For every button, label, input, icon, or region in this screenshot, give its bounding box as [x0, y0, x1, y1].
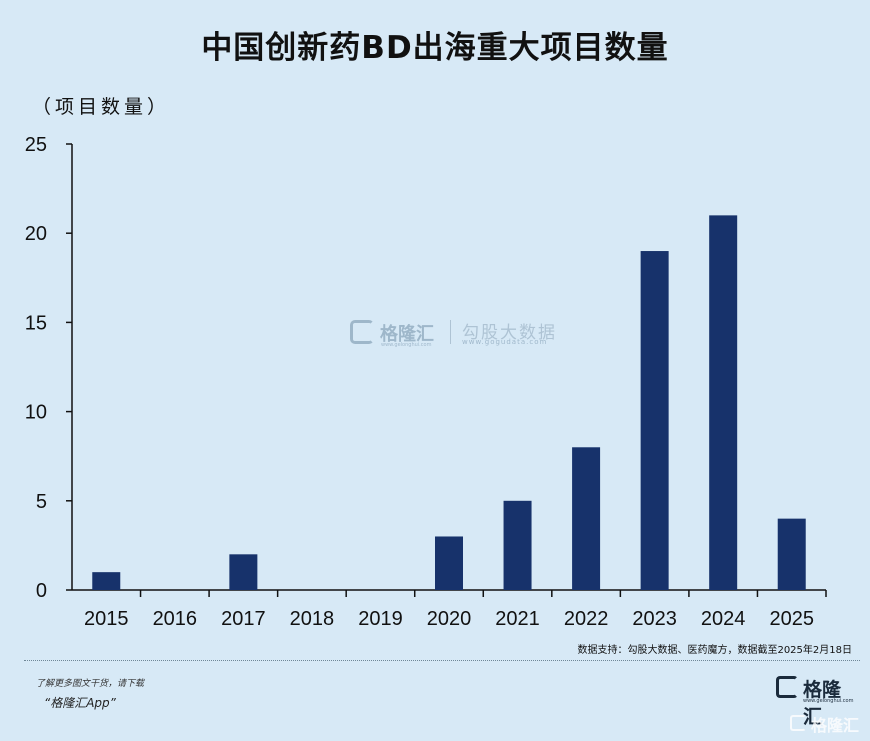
x-tick-label-2018: 2018 — [290, 608, 335, 630]
watermark-url: www.gelonghui.com — [381, 342, 432, 348]
x-tick-label-2019: 2019 — [358, 608, 403, 630]
x-tick-label-2025: 2025 — [769, 608, 814, 630]
bar-2021 — [503, 500, 532, 590]
bar-2017 — [229, 554, 258, 590]
footer-divider — [24, 660, 860, 661]
watermark-separator — [450, 320, 451, 344]
bar-2024 — [709, 215, 738, 591]
watermark-name: 格隆汇 — [380, 324, 434, 345]
y-tick-label: 15 — [25, 312, 47, 334]
y-tick-label: 5 — [36, 491, 47, 513]
bar-2022 — [572, 447, 601, 590]
x-tick-label-2024: 2024 — [701, 608, 746, 630]
x-tick-label-2015: 2015 — [84, 608, 129, 630]
bar-2015 — [92, 572, 121, 590]
bar-2025 — [777, 518, 806, 590]
x-tick-label-2022: 2022 — [564, 608, 609, 630]
watermark-name-2: 勾股大数据 — [462, 323, 557, 343]
brand-logo: 格隆汇 www.gelonghui.com — [776, 676, 856, 728]
y-tick-label: 10 — [25, 402, 47, 424]
y-tick-label: 20 — [25, 223, 47, 245]
y-tick-label: 0 — [36, 580, 47, 602]
y-tick-label: 25 — [25, 134, 47, 156]
y-axis-unit-label: （项目数量） — [32, 96, 171, 118]
brand-name: 格隆汇 — [803, 679, 842, 728]
chart-title: 中国创新药BD出海重大项目数量 — [201, 30, 669, 66]
x-tick-label-2021: 2021 — [495, 608, 540, 630]
x-tick-label-2016: 2016 — [153, 608, 198, 630]
promo-app-name: “格隆汇App” — [44, 696, 116, 710]
brand-url: www.gelonghui.com — [803, 698, 854, 704]
watermark-logo-icon — [350, 320, 374, 344]
brand-logo-icon — [776, 676, 798, 698]
center-watermark: 格隆汇 www.gelonghui.com 勾股大数据 www.gogudata… — [350, 318, 580, 350]
x-tick-label-2017: 2017 — [221, 608, 266, 630]
watermark-url-2: www.gogudata.com — [462, 338, 548, 346]
corner-watermark-text: 格隆汇 — [811, 716, 860, 735]
corner-watermark-icon — [790, 715, 806, 731]
corner-watermark: 格隆汇 — [790, 711, 866, 737]
promo-text: 了解更多图文干货，请下载 — [36, 679, 145, 689]
x-tick-label-2023: 2023 — [632, 608, 677, 630]
bar-2020 — [435, 536, 463, 590]
data-source-note: 数据支持：勾股大数据、医药魔方，数据截至2025年2月18日 — [577, 645, 852, 656]
x-tick-label-2020: 2020 — [427, 608, 472, 630]
bar-2023 — [640, 251, 669, 591]
